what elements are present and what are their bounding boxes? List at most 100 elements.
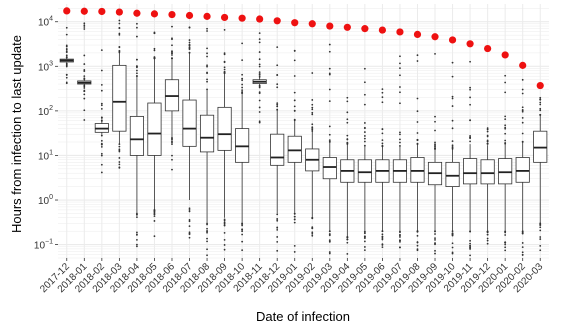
outlier-point	[188, 219, 191, 221]
outlier-point	[469, 96, 471, 99]
outlier-point	[504, 139, 507, 142]
outlier-point	[276, 74, 279, 76]
boxplot-2019-09	[427, 148, 443, 232]
outlier-point	[416, 139, 419, 141]
outlier-point	[258, 58, 261, 61]
outlier-point	[100, 117, 103, 119]
outlier-point	[65, 73, 68, 76]
outlier-point	[346, 111, 349, 114]
outlier-point	[434, 239, 436, 241]
max-point-2017-12	[63, 7, 71, 15]
outlier-point	[521, 108, 524, 111]
boxplot-2018-06	[164, 58, 180, 138]
outlier-point	[206, 65, 208, 68]
outlier-point	[451, 95, 454, 98]
outlier-point	[451, 75, 454, 78]
boxplot-2019-08	[410, 144, 425, 232]
outlier-point	[521, 132, 524, 135]
outlier-point	[399, 102, 401, 105]
outlier-point	[188, 231, 191, 234]
outlier-point	[258, 65, 261, 68]
outlier-point	[363, 67, 366, 70]
outlier-point	[539, 238, 542, 240]
outlier-point	[504, 132, 507, 135]
outlier-point	[451, 97, 454, 100]
outlier-point	[171, 158, 173, 161]
y-axis-title: Hours from infection to last update	[9, 35, 24, 233]
box	[270, 133, 285, 166]
outlier-point	[223, 68, 226, 71]
outlier-point	[171, 54, 173, 56]
outlier-point	[504, 115, 507, 118]
y-tick-label: 100	[38, 194, 53, 207]
outlier-point	[486, 130, 489, 133]
outlier-point	[451, 246, 454, 249]
outlier-point	[434, 237, 436, 239]
outlier-point	[416, 110, 419, 113]
outlier-point	[188, 220, 191, 223]
outlier-point	[83, 75, 86, 78]
boxplot-2018-11	[252, 76, 267, 86]
outlier-point	[539, 109, 542, 112]
outlier-point	[118, 19, 121, 22]
outlier-point	[293, 218, 296, 221]
outlier-point	[223, 222, 226, 225]
outlier-point	[241, 92, 244, 94]
boxplot-2019-02	[305, 131, 320, 218]
outlier-point	[118, 145, 121, 148]
outlier-point	[83, 70, 86, 73]
boxplot-2018-02	[94, 121, 109, 136]
outlier-point	[451, 242, 454, 245]
outlier-point	[293, 105, 296, 108]
outlier-point	[416, 60, 419, 62]
outlier-point	[346, 118, 349, 121]
outlier-point	[206, 64, 208, 67]
outlier-point	[188, 51, 191, 54]
outlier-point	[206, 55, 208, 58]
outlier-point	[469, 137, 471, 140]
outlier-point	[136, 233, 138, 236]
max-point-2018-10	[238, 14, 246, 22]
outlier-point	[241, 89, 244, 92]
box	[463, 158, 478, 185]
boxplot-2019-04	[340, 144, 355, 237]
outlier-point	[276, 213, 279, 216]
outlier-point	[504, 81, 507, 84]
outlier-point	[65, 54, 68, 57]
outlier-point	[399, 131, 401, 134]
outlier-point	[539, 103, 542, 106]
outlier-point	[136, 22, 138, 25]
outlier-point	[311, 234, 314, 237]
outlier-point	[504, 243, 507, 246]
outlier-point	[539, 226, 542, 229]
outlier-point	[328, 50, 331, 53]
outlier-point	[399, 86, 401, 88]
outlier-point	[118, 51, 121, 54]
outlier-point	[416, 121, 419, 123]
outlier-point	[451, 230, 454, 233]
outlier-point	[311, 113, 314, 116]
outlier-point	[363, 240, 366, 243]
outlier-point	[399, 246, 401, 249]
outlier-point	[276, 236, 279, 238]
outlier-point	[293, 212, 296, 215]
outlier-point	[258, 86, 261, 89]
outlier-point	[206, 230, 208, 233]
outlier-point	[293, 91, 296, 94]
outlier-point	[241, 77, 244, 80]
outlier-point	[83, 93, 86, 96]
max-point-2018-12	[273, 17, 281, 25]
outlier-point	[399, 233, 401, 236]
y-tick-label: 103	[38, 60, 53, 73]
outlier-point	[381, 88, 384, 91]
outlier-point	[486, 142, 489, 145]
max-point-2018-01	[80, 7, 88, 15]
outlier-point	[136, 245, 138, 248]
outlier-point	[83, 22, 86, 25]
outlier-point	[188, 236, 191, 239]
outlier-point	[206, 248, 208, 251]
outlier-point	[521, 110, 524, 113]
x-axis-title: Date of infection	[256, 309, 350, 324]
box	[129, 116, 144, 156]
outlier-point	[363, 235, 366, 238]
